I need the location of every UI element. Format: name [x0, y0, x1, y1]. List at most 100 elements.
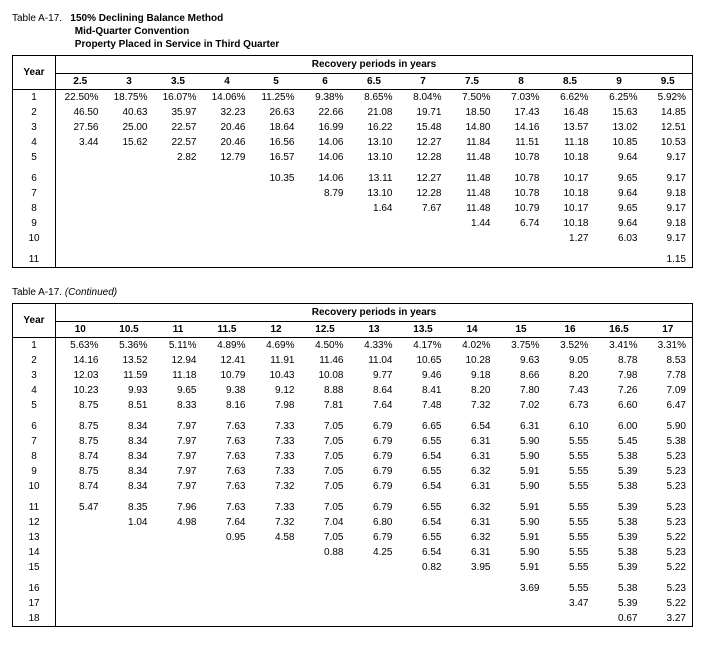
table2-year-cell: 10: [13, 479, 56, 494]
table1: YearRecovery periods in years2.533.54566…: [12, 55, 693, 268]
table1-data-cell: 21.08: [350, 105, 399, 120]
table1-data-cell: 12.51: [644, 120, 693, 135]
table2-data-cell: 9.65: [154, 383, 203, 398]
table2-data-cell: 8.75: [56, 398, 105, 413]
table2-data-cell: 5.90: [497, 434, 546, 449]
table2-col-header: 16: [546, 322, 595, 338]
table2-data-cell: 6.79: [350, 449, 399, 464]
table1-data-cell: 9.17: [644, 231, 693, 246]
table2-data-cell: 9.38: [203, 383, 252, 398]
table1-data-cell: 11.25%: [252, 90, 301, 106]
table2-data-cell: 11.59: [105, 368, 154, 383]
table1-data-cell: 32.23: [203, 105, 252, 120]
table2-data-cell: 0.67: [595, 611, 644, 627]
table1-data-cell: [448, 231, 497, 246]
table2-data-cell: 5.90: [497, 479, 546, 494]
table1-data-cell: 7.67: [399, 201, 448, 216]
table2-data-cell: 9.05: [546, 353, 595, 368]
table2-data-cell: 6.31: [448, 515, 497, 530]
table1-data-cell: [203, 201, 252, 216]
table2-data-cell: 8.34: [105, 434, 154, 449]
table2-data-cell: 8.53: [644, 353, 693, 368]
table2-data-cell: 6.54: [399, 545, 448, 560]
table2-data-cell: 7.33: [252, 419, 301, 434]
table2-data-cell: 5.39: [595, 530, 644, 545]
table2-data-cell: 11.91: [252, 353, 301, 368]
table2-data-cell: [399, 596, 448, 611]
table2-data-cell: 5.39: [595, 596, 644, 611]
table1-data-cell: 46.50: [56, 105, 105, 120]
table2-data-cell: 7.98: [252, 398, 301, 413]
table1-data-cell: 22.57: [154, 135, 203, 150]
table2-data-cell: 6.54: [399, 515, 448, 530]
table1-col-header: 4: [203, 74, 252, 90]
table1-data-cell: 9.17: [644, 201, 693, 216]
table2-data-cell: [154, 611, 203, 627]
table2-data-cell: 7.63: [203, 464, 252, 479]
table2-data-cell: 7.48: [399, 398, 448, 413]
table2-data-cell: 8.74: [56, 449, 105, 464]
table1-data-cell: 10.17: [546, 201, 595, 216]
table2-year-cell: 6: [13, 419, 56, 434]
table2-data-cell: 6.31: [448, 479, 497, 494]
table2-data-cell: 4.02%: [448, 338, 497, 354]
table2-year-cell: 17: [13, 596, 56, 611]
table2-data-cell: [399, 611, 448, 627]
table2-data-cell: 5.90: [497, 545, 546, 560]
table1-data-cell: 10.18: [546, 216, 595, 231]
table2-year-cell: 3: [13, 368, 56, 383]
table2-data-cell: [203, 581, 252, 596]
table2-data-cell: [203, 611, 252, 627]
table2-year-cell: 13: [13, 530, 56, 545]
table1-data-cell: 25.00: [105, 120, 154, 135]
table1-data-cell: [301, 252, 350, 268]
table2-data-cell: 7.05: [301, 434, 350, 449]
table2-data-cell: 7.05: [301, 530, 350, 545]
table2-data-cell: 4.33%: [350, 338, 399, 354]
table1-col-header: 9: [595, 74, 644, 90]
table2-data-cell: 5.23: [644, 581, 693, 596]
table2-col-header: 13.5: [399, 322, 448, 338]
table1-title: Table A-17. 150% Declining Balance Metho…: [12, 12, 693, 51]
table1-data-cell: 12.79: [203, 150, 252, 165]
table1-data-cell: 16.56: [252, 135, 301, 150]
table2-data-cell: 3.47: [546, 596, 595, 611]
table1-data-cell: [105, 201, 154, 216]
table1-data-cell: [105, 216, 154, 231]
table2-data-cell: [56, 596, 105, 611]
table2-data-cell: 9.63: [497, 353, 546, 368]
table1-year-cell: 8: [13, 201, 56, 216]
table1-data-cell: 9.18: [644, 216, 693, 231]
table1-col-header: 5: [252, 74, 301, 90]
table1-data-cell: 9.17: [644, 171, 693, 186]
table2-data-cell: 5.45: [595, 434, 644, 449]
table2-data-cell: 6.10: [546, 419, 595, 434]
table1-data-cell: 13.57: [546, 120, 595, 135]
table2-year-cell: 4: [13, 383, 56, 398]
table2-data-cell: 5.55: [546, 500, 595, 515]
table2-data-cell: [203, 596, 252, 611]
table1-data-cell: 26.63: [252, 105, 301, 120]
table1-data-cell: [203, 186, 252, 201]
table1-data-cell: 10.18: [546, 150, 595, 165]
table1-title-line-2: Property Placed in Service in Third Quar…: [75, 39, 280, 50]
table1-data-cell: [350, 216, 399, 231]
table2-data-cell: 12.94: [154, 353, 203, 368]
table1-data-cell: 14.85: [644, 105, 693, 120]
table1-data-cell: 22.50%: [56, 90, 105, 106]
table2-data-cell: 6.55: [399, 530, 448, 545]
table2-data-cell: 7.80: [497, 383, 546, 398]
table2-data-cell: 10.28: [448, 353, 497, 368]
table1-data-cell: [399, 252, 448, 268]
table2-data-cell: [448, 596, 497, 611]
table2-data-cell: 4.69%: [252, 338, 301, 354]
table1-data-cell: [154, 186, 203, 201]
table2-data-cell: 10.43: [252, 368, 301, 383]
table1-data-cell: 20.46: [203, 120, 252, 135]
table1-data-cell: 12.27: [399, 171, 448, 186]
table2-year-cell: 16: [13, 581, 56, 596]
table2-data-cell: 6.54: [448, 419, 497, 434]
table1-col-header: 6: [301, 74, 350, 90]
table2-data-cell: 5.38: [595, 515, 644, 530]
table2-data-cell: 5.22: [644, 530, 693, 545]
